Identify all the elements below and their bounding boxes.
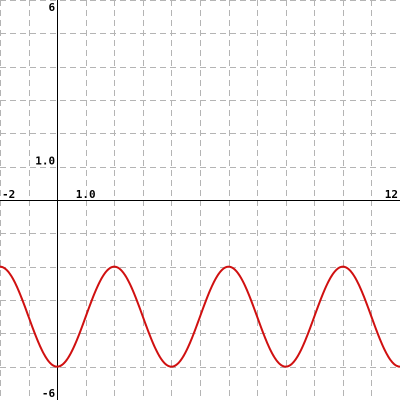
x-tick-label: -2 [2, 188, 15, 201]
series-line [0, 265, 400, 368]
y-tick-label: 1.0 [35, 155, 55, 168]
x-tick-label: 1.0 [76, 188, 96, 201]
y-tick-label: 6 [49, 1, 56, 14]
x-tick-label: 12 [385, 188, 398, 201]
y-tick-label: -6 [42, 387, 56, 400]
series [0, 265, 400, 368]
